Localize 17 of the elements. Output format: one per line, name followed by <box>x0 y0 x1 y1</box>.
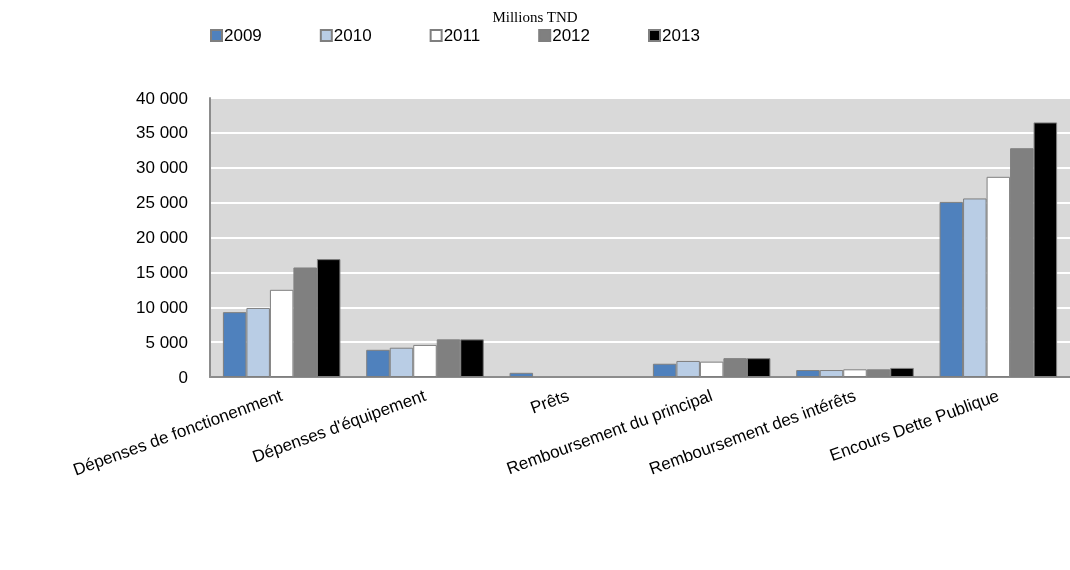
legend-label: 2010 <box>333 26 372 45</box>
y-tick-label: 25 000 <box>136 193 188 213</box>
legend-label: 2013 <box>662 26 700 45</box>
y-tick-label: 35 000 <box>136 123 188 143</box>
y-tick-label: 40 000 <box>136 88 188 108</box>
legend-label: 2012 <box>552 26 591 45</box>
y-tick-label: 0 <box>178 367 188 387</box>
y-tick-label: 10 000 <box>136 297 188 317</box>
x-tick-label: Prêts <box>527 386 572 418</box>
chart-title: Millions TND <box>492 8 578 25</box>
y-tick-label: 20 000 <box>136 228 188 247</box>
legend-label: 2009 <box>224 26 262 45</box>
y-tick-label: 30 000 <box>136 158 188 178</box>
y-tick-label: 5 000 <box>145 332 188 352</box>
legend-label: 2011 <box>443 26 481 45</box>
y-tick-label: 15 000 <box>136 262 188 282</box>
bar <box>509 372 534 377</box>
